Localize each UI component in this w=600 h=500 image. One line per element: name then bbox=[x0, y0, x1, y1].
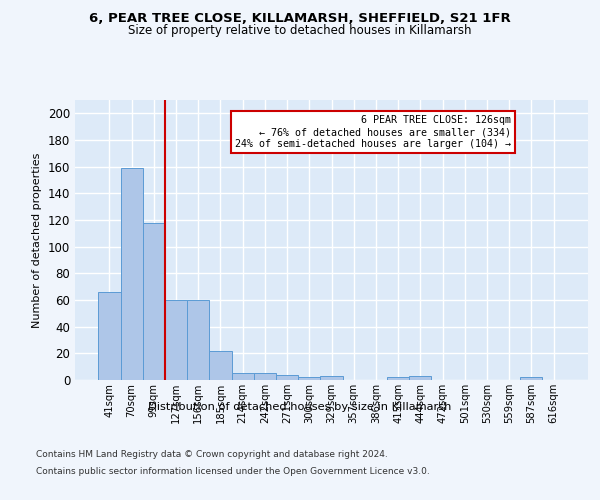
Bar bbox=[409, 376, 431, 380]
Text: Contains HM Land Registry data © Crown copyright and database right 2024.: Contains HM Land Registry data © Crown c… bbox=[36, 450, 388, 459]
Bar bbox=[165, 300, 187, 380]
Bar bbox=[143, 222, 165, 380]
Text: 6, PEAR TREE CLOSE, KILLAMARSH, SHEFFIELD, S21 1FR: 6, PEAR TREE CLOSE, KILLAMARSH, SHEFFIEL… bbox=[89, 12, 511, 26]
Bar bbox=[98, 292, 121, 380]
Bar bbox=[276, 374, 298, 380]
Bar bbox=[387, 378, 409, 380]
Bar bbox=[187, 300, 209, 380]
Bar bbox=[209, 350, 232, 380]
Bar bbox=[298, 378, 320, 380]
Text: 6 PEAR TREE CLOSE: 126sqm
← 76% of detached houses are smaller (334)
24% of semi: 6 PEAR TREE CLOSE: 126sqm ← 76% of detac… bbox=[235, 116, 511, 148]
Bar bbox=[254, 374, 276, 380]
Bar bbox=[520, 378, 542, 380]
Bar bbox=[320, 376, 343, 380]
Text: Size of property relative to detached houses in Killamarsh: Size of property relative to detached ho… bbox=[128, 24, 472, 37]
Bar bbox=[232, 374, 254, 380]
Y-axis label: Number of detached properties: Number of detached properties bbox=[32, 152, 42, 328]
Text: Contains public sector information licensed under the Open Government Licence v3: Contains public sector information licen… bbox=[36, 468, 430, 476]
Bar bbox=[121, 168, 143, 380]
Text: Distribution of detached houses by size in Killamarsh: Distribution of detached houses by size … bbox=[148, 402, 452, 412]
